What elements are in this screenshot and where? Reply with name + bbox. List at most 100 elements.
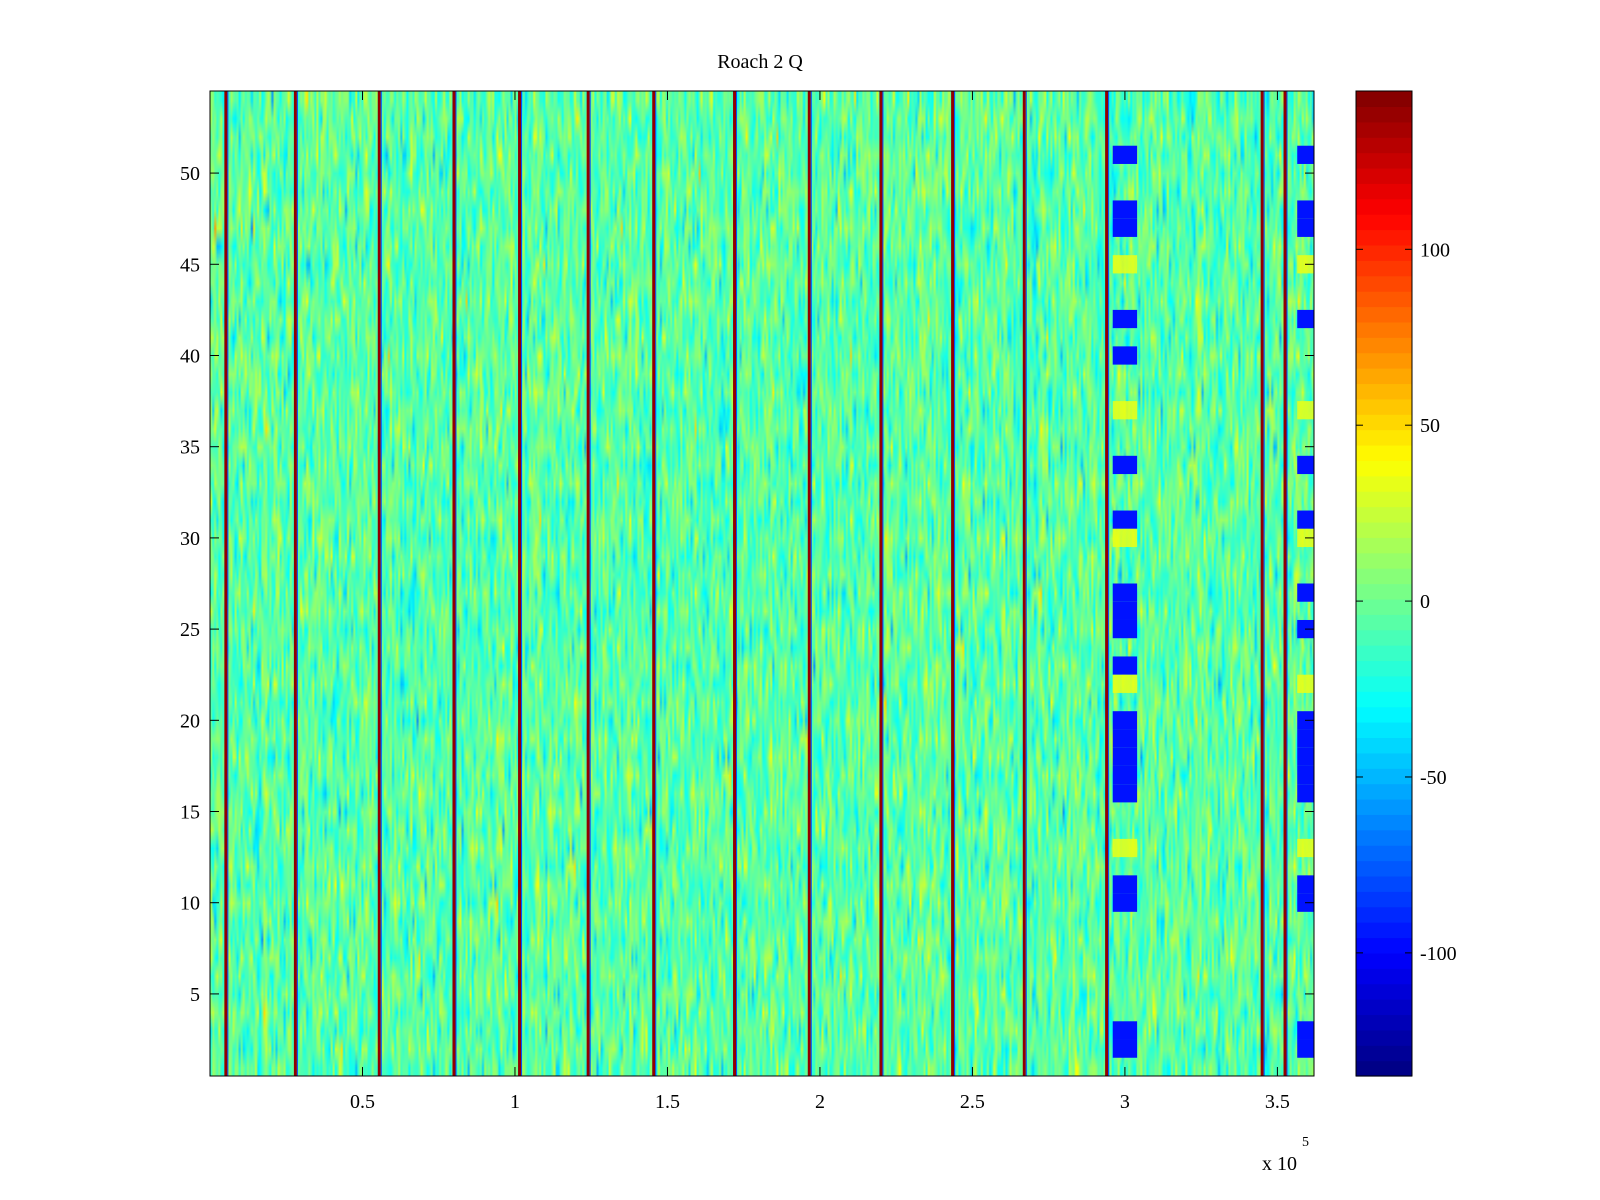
spike-column-edge bbox=[1263, 91, 1265, 1076]
colorbar-step bbox=[1356, 398, 1412, 415]
anomaly-cell bbox=[1297, 1021, 1314, 1040]
colorbar-tick-label: 100 bbox=[1420, 239, 1450, 261]
anomaly-cell bbox=[1112, 583, 1138, 602]
colorbar-step bbox=[1356, 891, 1412, 908]
anomaly-cell bbox=[1112, 346, 1138, 365]
colorbar-step bbox=[1356, 783, 1412, 800]
anomaly-cell bbox=[1112, 510, 1138, 529]
anomaly-cell bbox=[1297, 145, 1314, 164]
anomaly-cell bbox=[1297, 729, 1314, 748]
colorbar-step bbox=[1356, 383, 1412, 400]
spike-column bbox=[377, 91, 381, 1076]
colorbar-step bbox=[1356, 706, 1412, 723]
spike-column bbox=[1283, 91, 1287, 1076]
colorbar-step bbox=[1356, 475, 1412, 492]
x-axis-exponent-power: 5 bbox=[1302, 1135, 1309, 1150]
colorbar-step bbox=[1356, 860, 1412, 877]
colorbar-step bbox=[1356, 629, 1412, 646]
colorbar-step bbox=[1356, 491, 1412, 508]
spike-column-edge bbox=[589, 91, 591, 1076]
y-tick-label: 50 bbox=[180, 163, 200, 185]
colorbar-step bbox=[1356, 845, 1412, 862]
colorbar-step bbox=[1356, 337, 1412, 354]
colorbar-step bbox=[1356, 167, 1412, 184]
colorbar-step bbox=[1356, 645, 1412, 662]
x-axis-exponent-base: x 10 bbox=[1262, 1153, 1297, 1175]
spike-column-edge bbox=[1108, 91, 1110, 1076]
x-axis: 0.5 1 1.5 2 2.5 3 3.5 bbox=[350, 91, 1290, 1113]
anomaly-cell bbox=[1297, 1039, 1314, 1058]
anomaly-cell bbox=[1112, 838, 1138, 858]
colorbar-step bbox=[1356, 999, 1412, 1016]
colorbar-step bbox=[1356, 768, 1412, 785]
spike-column-edge bbox=[1025, 91, 1027, 1076]
colorbar-step bbox=[1356, 521, 1412, 538]
colorbar-step bbox=[1356, 814, 1412, 831]
colorbar-step bbox=[1356, 968, 1412, 985]
spike-column bbox=[879, 91, 883, 1076]
colorbar-step bbox=[1356, 352, 1412, 369]
anomaly-cell bbox=[1297, 747, 1314, 766]
x-tick-label: 2.5 bbox=[960, 1091, 985, 1113]
colorbar-step bbox=[1356, 752, 1412, 769]
anomaly-cell bbox=[1112, 145, 1138, 164]
spike-column bbox=[518, 91, 522, 1076]
x-tick-label: 0.5 bbox=[350, 1091, 375, 1113]
x-axis-exponent: x 10 5 bbox=[1262, 1135, 1309, 1175]
colorbar-step bbox=[1356, 137, 1412, 154]
anomaly-cell bbox=[1297, 838, 1314, 858]
anomaly-cell bbox=[1112, 875, 1138, 894]
y-tick-label: 40 bbox=[180, 345, 200, 367]
plot-frame bbox=[209, 90, 1315, 1077]
anomaly-cell bbox=[1297, 401, 1314, 420]
spike-column bbox=[293, 91, 297, 1076]
anomaly-cell bbox=[1112, 747, 1138, 766]
anomaly-cell bbox=[1112, 309, 1138, 329]
colorbar-step bbox=[1356, 983, 1412, 1000]
anomaly-cell bbox=[1112, 200, 1138, 219]
colorbar-step bbox=[1356, 952, 1412, 969]
anomaly-cell bbox=[1112, 711, 1138, 730]
colorbar-step bbox=[1356, 152, 1412, 169]
y-axis: 5 10 15 20 25 30 35 40 45 50 bbox=[180, 163, 1314, 1006]
colorbar-step bbox=[1356, 691, 1412, 708]
spike-column-edge bbox=[521, 91, 523, 1076]
spike-column-edge bbox=[954, 91, 956, 1076]
spike-column bbox=[1022, 91, 1026, 1076]
spike-column-edge bbox=[380, 91, 382, 1076]
spike-column-edge bbox=[1286, 91, 1288, 1076]
spike-column-edge bbox=[227, 91, 229, 1076]
colorbar-step bbox=[1356, 722, 1412, 739]
colorbar-step bbox=[1356, 244, 1412, 261]
colorbar-ticks: -100 -50 0 50 100 bbox=[1356, 239, 1457, 965]
anomaly-cell bbox=[1112, 528, 1138, 548]
heatmap-cells bbox=[210, 91, 1314, 1076]
spike-column bbox=[807, 91, 811, 1076]
anomaly-cell bbox=[1297, 218, 1314, 237]
x-tick-label: 1 bbox=[510, 1091, 520, 1113]
plot-area: 0.5 1 1.5 2 2.5 3 3.5 5 10 15 20 25 30 35 40 45 50 bbox=[180, 90, 1315, 1113]
colorbar-step bbox=[1356, 183, 1412, 200]
anomaly-cell bbox=[1297, 309, 1314, 329]
colorbar-step bbox=[1356, 798, 1412, 815]
anomaly-cell bbox=[1112, 674, 1138, 693]
colorbar-step bbox=[1356, 1060, 1412, 1077]
colorbar-gradient bbox=[1356, 91, 1412, 1077]
anomaly-cell bbox=[1112, 656, 1138, 675]
colorbar-step bbox=[1356, 537, 1412, 554]
spike-column-edge bbox=[810, 91, 812, 1076]
colorbar-step bbox=[1356, 260, 1412, 277]
colorbar-step bbox=[1356, 460, 1412, 477]
colorbar-tick-label: -100 bbox=[1420, 943, 1457, 965]
colorbar-step bbox=[1356, 291, 1412, 308]
anomaly-cell bbox=[1112, 401, 1138, 420]
anomaly-cell bbox=[1112, 729, 1138, 748]
colorbar-tick-label: 50 bbox=[1420, 415, 1440, 437]
colorbar-tick-label: -50 bbox=[1420, 767, 1447, 789]
colorbar-step bbox=[1356, 506, 1412, 523]
spike-column bbox=[224, 91, 228, 1076]
anomaly-cell bbox=[1112, 455, 1138, 475]
colorbar: -100 -50 0 50 100 bbox=[1355, 90, 1457, 1077]
colorbar-step bbox=[1356, 444, 1412, 461]
